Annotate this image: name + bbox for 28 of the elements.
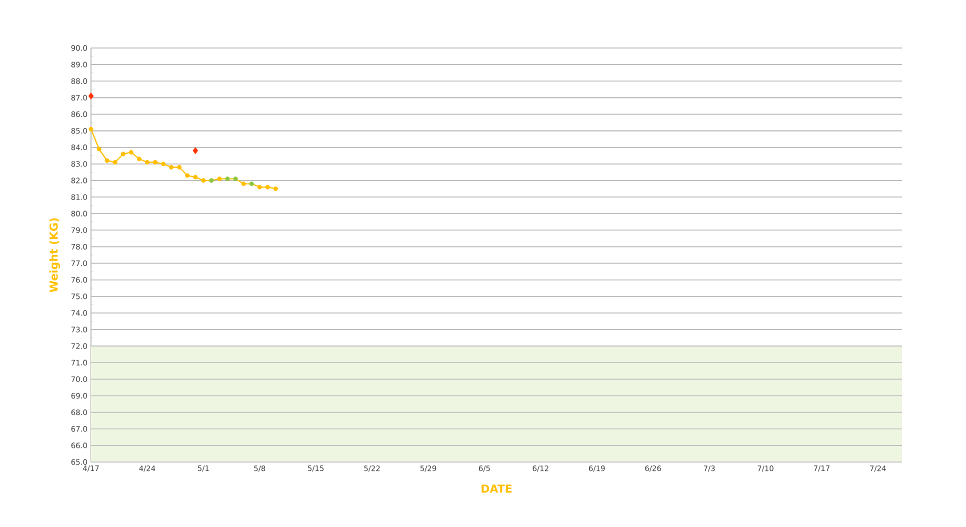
point bbox=[120, 152, 126, 156]
point bbox=[88, 126, 94, 132]
point bbox=[209, 178, 214, 183]
point bbox=[88, 92, 94, 100]
point bbox=[225, 176, 230, 182]
point bbox=[185, 173, 190, 178]
point bbox=[144, 160, 150, 165]
point bbox=[160, 162, 166, 166]
x-axis-title: DATE bbox=[482, 484, 512, 493]
point bbox=[249, 182, 254, 186]
point bbox=[233, 176, 238, 182]
point bbox=[265, 184, 270, 190]
point bbox=[169, 164, 174, 170]
point bbox=[136, 156, 142, 162]
point bbox=[257, 184, 262, 190]
point bbox=[177, 164, 182, 170]
point bbox=[152, 160, 158, 165]
point bbox=[112, 160, 118, 165]
point bbox=[217, 176, 222, 182]
point bbox=[96, 146, 102, 152]
y-axis-title: Weight (KG) bbox=[49, 218, 60, 292]
point bbox=[201, 178, 206, 183]
point bbox=[193, 174, 198, 180]
point bbox=[104, 158, 110, 163]
point bbox=[128, 150, 134, 155]
point bbox=[241, 182, 246, 186]
point bbox=[192, 147, 198, 154]
point bbox=[273, 186, 278, 192]
